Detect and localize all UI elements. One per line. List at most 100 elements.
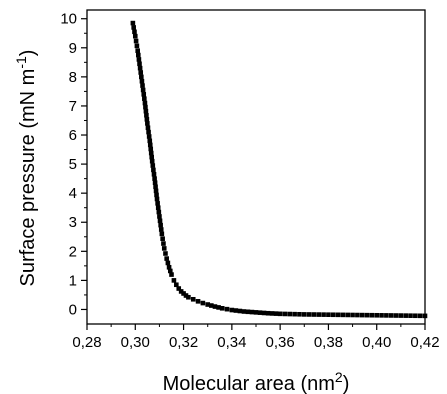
data-point xyxy=(369,312,375,318)
y-axis-title-main: Surface pressure (mN m xyxy=(17,69,39,287)
data-point xyxy=(134,43,140,49)
data-point xyxy=(135,48,140,54)
data-point xyxy=(190,296,196,302)
data-point xyxy=(148,146,154,152)
data-point xyxy=(219,306,225,311)
data-point xyxy=(340,312,346,318)
data-point xyxy=(417,313,423,319)
data-point xyxy=(151,171,157,177)
data-point xyxy=(379,313,384,318)
data-point xyxy=(156,209,162,215)
tick-layer: 0,28 0,30 0,32 0,34 0,36 0,38 0,40 0,42 0 1 2 3 4 5 6 7… xyxy=(60,11,439,351)
data-point xyxy=(253,310,259,315)
data-point xyxy=(161,241,166,246)
data-point xyxy=(174,282,179,288)
data-point xyxy=(301,312,307,317)
data-point xyxy=(145,125,151,131)
data-point xyxy=(136,52,141,58)
y-tick-label: 3 xyxy=(69,214,77,231)
data-point xyxy=(131,25,136,30)
data-point xyxy=(140,83,145,88)
x-axis-title-superscript: 2 xyxy=(335,369,343,385)
x-tick-label: 0,32 xyxy=(169,334,198,351)
data-point xyxy=(359,312,365,318)
data-point xyxy=(273,311,279,316)
data-point xyxy=(143,108,149,114)
y-tick-label: 8 xyxy=(69,69,77,86)
data-point xyxy=(330,312,336,318)
data-point xyxy=(165,260,171,266)
y-tick-label: 9 xyxy=(69,40,77,57)
y-tick-label: 5 xyxy=(69,156,77,173)
data-point xyxy=(149,154,155,160)
y-tick-label: 10 xyxy=(60,11,77,28)
data-point xyxy=(311,312,317,317)
data-point xyxy=(257,310,263,315)
data-point xyxy=(388,313,394,318)
data-point xyxy=(374,312,380,318)
data-point xyxy=(145,121,150,126)
data-point xyxy=(149,158,155,164)
data-point xyxy=(345,312,351,318)
data-point xyxy=(152,176,157,181)
data-point xyxy=(137,65,143,71)
data-point xyxy=(321,312,326,317)
data-point xyxy=(195,299,201,304)
data-point xyxy=(130,20,136,26)
data-point xyxy=(158,222,163,228)
y-tick-label: 2 xyxy=(69,243,77,260)
y-axis-title: Surface pressure (mN m-1) xyxy=(13,50,39,287)
data-point xyxy=(152,180,158,185)
x-tick-label: 0,40 xyxy=(362,334,391,351)
data-point xyxy=(133,38,139,44)
data-point xyxy=(160,236,165,242)
data-point xyxy=(237,308,243,314)
data-point xyxy=(233,308,239,313)
data-point xyxy=(142,100,148,106)
data-point xyxy=(141,92,147,97)
data-point xyxy=(155,201,160,206)
data-point xyxy=(229,307,235,313)
data-point xyxy=(350,312,355,318)
y-tick-label: 6 xyxy=(69,127,77,144)
data-point xyxy=(137,61,142,67)
data-point xyxy=(144,117,150,122)
data-point xyxy=(408,313,413,318)
data-point xyxy=(132,29,137,35)
data-point xyxy=(297,311,302,317)
point-layer xyxy=(130,20,428,319)
data-point xyxy=(159,231,165,237)
x-tick-label: 0,36 xyxy=(266,334,295,351)
data-point xyxy=(154,192,159,198)
data-point xyxy=(212,304,218,309)
data-point xyxy=(178,289,184,294)
data-point xyxy=(355,312,360,318)
y-tick-label: 7 xyxy=(69,98,77,115)
data-point xyxy=(176,286,182,291)
data-point xyxy=(167,268,173,274)
data-point xyxy=(147,138,153,144)
x-tick-label: 0,42 xyxy=(410,334,439,351)
data-point xyxy=(164,256,169,261)
data-point xyxy=(169,272,174,277)
data-point xyxy=(163,251,168,256)
y-axis-title-end: ) xyxy=(17,50,39,57)
data-point xyxy=(282,311,288,317)
data-point xyxy=(249,309,255,315)
data-point xyxy=(277,311,283,317)
data-point xyxy=(147,142,153,148)
data-point xyxy=(138,70,144,75)
data-point xyxy=(209,303,214,308)
data-point xyxy=(146,129,151,135)
data-point xyxy=(139,74,144,80)
data-point xyxy=(326,312,331,317)
y-tick-label: 4 xyxy=(69,185,77,202)
data-point xyxy=(171,278,177,283)
data-point xyxy=(148,150,154,156)
data-point xyxy=(403,313,408,318)
data-point xyxy=(143,104,148,110)
data-point xyxy=(153,184,158,190)
data-point xyxy=(151,167,156,173)
data-point xyxy=(200,300,206,306)
